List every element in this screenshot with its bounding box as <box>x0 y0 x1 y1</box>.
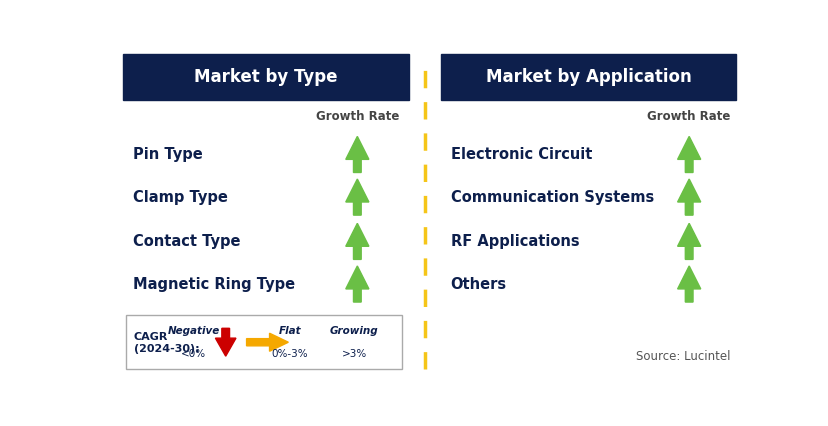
Text: Negative: Negative <box>167 326 219 337</box>
Polygon shape <box>345 223 368 259</box>
Polygon shape <box>376 328 396 356</box>
Polygon shape <box>215 328 236 356</box>
Text: CAGR: CAGR <box>133 332 168 343</box>
Text: Clamp Type: Clamp Type <box>132 190 227 204</box>
FancyBboxPatch shape <box>440 55 735 101</box>
Polygon shape <box>676 136 700 173</box>
Text: Communication Systems: Communication Systems <box>450 190 653 204</box>
Text: Source: Lucintel: Source: Lucintel <box>635 350 729 363</box>
Text: Magnetic Ring Type: Magnetic Ring Type <box>132 276 294 291</box>
Text: Others: Others <box>450 276 506 291</box>
Text: >3%: >3% <box>341 349 366 359</box>
FancyBboxPatch shape <box>126 315 402 369</box>
Text: RF Applications: RF Applications <box>450 234 579 249</box>
Text: Electronic Circuit: Electronic Circuit <box>450 147 591 162</box>
FancyBboxPatch shape <box>123 55 408 101</box>
Text: 0%-3%: 0%-3% <box>272 349 308 359</box>
Text: Market by Type: Market by Type <box>194 68 337 86</box>
Polygon shape <box>676 266 700 302</box>
Polygon shape <box>345 179 368 215</box>
Text: Contact Type: Contact Type <box>132 234 240 249</box>
Text: Growing: Growing <box>330 326 378 337</box>
Text: Growth Rate: Growth Rate <box>647 110 730 123</box>
Polygon shape <box>345 136 368 173</box>
Polygon shape <box>246 333 288 351</box>
Text: Flat: Flat <box>278 326 301 337</box>
Polygon shape <box>676 179 700 215</box>
Text: <0%: <0% <box>181 349 206 359</box>
Text: Market by Application: Market by Application <box>485 68 691 86</box>
Text: Pin Type: Pin Type <box>132 147 202 162</box>
Polygon shape <box>676 223 700 259</box>
Text: Growth Rate: Growth Rate <box>315 110 398 123</box>
Polygon shape <box>345 266 368 302</box>
Text: (2024-30):: (2024-30): <box>133 345 200 354</box>
